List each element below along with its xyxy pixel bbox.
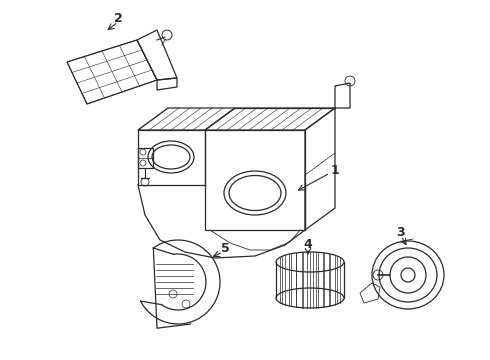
Text: 1: 1 [331,163,340,176]
Text: 2: 2 [114,12,122,24]
Text: 4: 4 [304,238,313,251]
Text: 3: 3 [396,225,404,238]
Text: 5: 5 [220,242,229,255]
